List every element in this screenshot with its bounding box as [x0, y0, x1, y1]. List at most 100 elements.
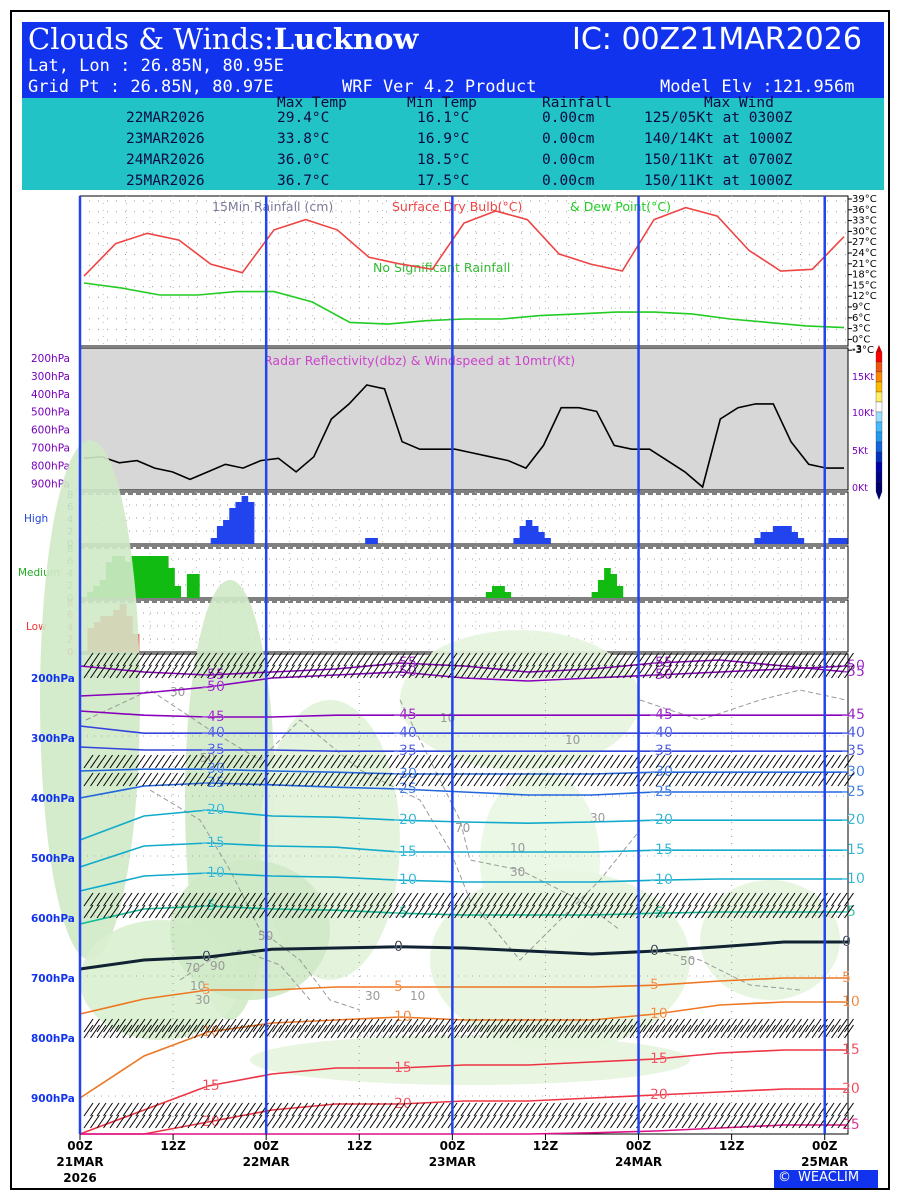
- wind-barb: [376, 1114, 386, 1129]
- wind-barb: [161, 892, 172, 907]
- wind-barb: [421, 892, 432, 907]
- wind-barb: [369, 904, 380, 919]
- isotherm-label: -25: [650, 784, 673, 800]
- wind-barb: [454, 1018, 464, 1033]
- wind-barb: [278, 1024, 289, 1039]
- wind-barb: [363, 904, 373, 919]
- wind-barb: [701, 772, 711, 787]
- wind-barb: [701, 664, 711, 679]
- wind-barb: [90, 772, 100, 787]
- isotherm-label: 5: [650, 977, 659, 993]
- wind-barb: [213, 1114, 224, 1129]
- wind-barb: [727, 664, 737, 679]
- wind-barb: [200, 1018, 211, 1033]
- wind-barb: [753, 892, 763, 907]
- cloud-bar: [797, 538, 805, 544]
- wind-barb: [603, 664, 614, 679]
- wind-barb: [395, 1024, 406, 1039]
- wind-barb: [460, 904, 471, 919]
- wind-barb: [538, 652, 549, 667]
- wind-barb: [623, 652, 633, 667]
- colorbar-cell: [875, 471, 883, 483]
- wind-barb: [337, 754, 347, 769]
- wind-barb: [538, 1102, 549, 1117]
- wind-barb: [831, 664, 841, 679]
- isotherm-label: -40: [394, 725, 417, 741]
- wind-barb: [363, 1114, 373, 1129]
- wind-barb: [467, 904, 477, 919]
- wind-barb: [798, 754, 809, 769]
- wind-barb: [278, 1102, 289, 1117]
- wind-barb: [759, 1114, 770, 1129]
- wind-barb: [805, 664, 815, 679]
- wind-barb: [350, 892, 360, 907]
- wind-barb: [168, 892, 178, 907]
- isotherm-label: -30: [394, 766, 417, 782]
- wind-barb: [103, 754, 113, 769]
- wind-barb: [90, 1114, 100, 1129]
- wind-barb: [551, 772, 562, 787]
- wind-barb: [577, 1018, 588, 1033]
- wind-barb: [551, 1102, 562, 1117]
- wind-barb: [415, 904, 425, 919]
- wind-barb: [499, 1018, 510, 1033]
- wind-barb: [233, 652, 243, 667]
- wind-barb: [473, 772, 484, 787]
- wind-barb: [142, 904, 152, 919]
- wind-barb: [733, 652, 744, 667]
- wind-barb: [369, 1024, 380, 1039]
- wind-barb: [246, 772, 256, 787]
- wind-barb: [454, 1114, 464, 1129]
- x-tick-label: 00Z: [812, 1139, 838, 1153]
- wind-barb: [395, 1102, 406, 1117]
- wind-barb: [558, 1102, 568, 1117]
- wind-barb: [109, 1102, 120, 1117]
- wind-barb: [473, 1018, 484, 1033]
- wind-barb: [707, 1102, 718, 1117]
- wind-barb: [135, 892, 146, 907]
- legend-dewpoint: & Dew Point(°C): [570, 199, 671, 214]
- wind-barb: [675, 1102, 685, 1117]
- wind-barb: [233, 1024, 243, 1039]
- wind-barb: [168, 652, 178, 667]
- wind-barb: [207, 1024, 217, 1039]
- wind-barb: [824, 1102, 835, 1117]
- isotherm-label: -25: [394, 781, 417, 797]
- wind-barb: [285, 1018, 295, 1033]
- wind-barb: [746, 904, 757, 919]
- ic-label: IC: 00Z21MAR2026: [572, 22, 862, 57]
- wind-barb: [402, 664, 412, 679]
- wind-barb: [304, 664, 315, 679]
- wind-barb: [545, 772, 555, 787]
- wind-barb: [317, 772, 328, 787]
- wind-barb: [207, 664, 217, 679]
- wind-barb: [493, 892, 503, 907]
- wind-barb: [818, 1102, 828, 1117]
- wind-barb: [324, 904, 334, 919]
- wind-barb: [135, 664, 146, 679]
- wind-barb: [389, 772, 399, 787]
- isotherm-label: 15: [202, 1078, 220, 1094]
- grid-point: Grid Pt : 26.85N, 80.97E: [28, 77, 274, 97]
- x-date-label: 25MAR: [801, 1155, 848, 1169]
- isotherm-label: -50: [842, 658, 865, 674]
- wind-barb: [798, 772, 809, 787]
- wind-barb: [759, 754, 770, 769]
- wind-barb: [733, 1018, 744, 1033]
- wind-barb: [408, 904, 419, 919]
- wind-barb: [603, 1102, 614, 1117]
- summary-date: 22MAR2026: [126, 110, 205, 126]
- col-max-temp: Max Temp: [277, 95, 347, 111]
- wind-barb: [610, 1102, 620, 1117]
- wind-barb: [532, 1024, 542, 1039]
- wind-barb: [655, 1114, 666, 1129]
- wind-barb: [564, 1102, 575, 1117]
- wind-barb: [122, 904, 133, 919]
- cloud-bar: [247, 502, 255, 544]
- wind-barb: [207, 652, 217, 667]
- wind-barb: [655, 652, 666, 667]
- wind-barb: [493, 772, 503, 787]
- wind-barb: [779, 1024, 789, 1039]
- isotherm-label: -40: [842, 725, 865, 741]
- wind-barb: [727, 652, 737, 667]
